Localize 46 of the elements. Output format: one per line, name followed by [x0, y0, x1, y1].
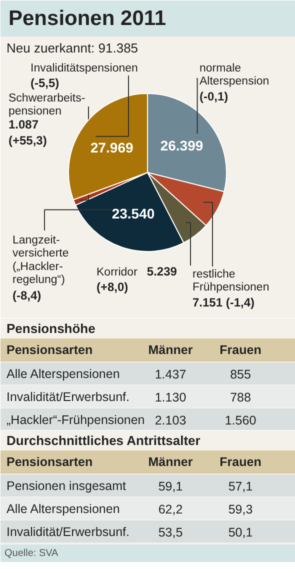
data-label: 23.540 — [112, 206, 155, 222]
text: 59,1 — [158, 480, 183, 494]
text: 788 — [230, 390, 251, 404]
text: (-8,4) — [12, 288, 42, 302]
text: 1.437 — [154, 368, 186, 382]
category-label: Männer — [148, 343, 193, 357]
text: 53,5 — [158, 526, 183, 540]
text: 855 — [230, 368, 251, 382]
text: Pensionsarten — [6, 455, 93, 469]
slice-label: Langzeit- versicherte („Hackler- regelung“) — [12, 234, 69, 286]
source-note: Quelle: SVA — [4, 548, 59, 559]
chart-title: Pensionen 2011 — [8, 7, 166, 30]
text: 7.151 (-1,4) — [192, 296, 255, 310]
category-label: Invalidität/Erwerbsunf. — [6, 390, 130, 404]
text: (+55,3) — [8, 134, 47, 148]
slice-label: restliche Frühpensionen — [192, 268, 270, 294]
category-label: Männer — [148, 455, 193, 469]
text: Pensionshöhe — [6, 321, 96, 336]
text: (+8,0) — [96, 280, 128, 294]
category-label: „Hackler“-Frühpensionen — [6, 413, 145, 427]
category-label: Pensionen insgesamt — [6, 479, 126, 493]
slice-label: Korridor — [96, 266, 138, 278]
chart-subtitle: Neu zuerkannt: 91.385 — [6, 40, 138, 56]
text: Durchschnittliches Antrittsalter — [6, 433, 200, 448]
category-label: Frauen — [220, 455, 262, 469]
data-label: 1.087 — [8, 118, 39, 132]
slice-label: Schwerarbeits- pensionen — [8, 92, 86, 118]
text: 1.560 — [224, 414, 256, 428]
text: Pensionsarten — [6, 343, 93, 357]
text: 62,2 — [158, 502, 183, 516]
slice-label: normale Alterspension — [200, 62, 270, 88]
data-label: 26.399 — [160, 138, 204, 154]
data-label: 5.239 — [146, 264, 178, 278]
text: 59,3 — [228, 502, 253, 516]
text: 1.130 — [154, 390, 186, 404]
text: 2.103 — [154, 414, 186, 428]
data-label: 27.969 — [90, 140, 134, 156]
category-label: Alle Alterspensionen — [6, 502, 120, 516]
category-label: Alle Alterspensionen — [6, 367, 120, 381]
slice-label: Invaliditätspensionen — [30, 62, 138, 74]
text: (-5,5) — [30, 76, 60, 90]
category-label: Frauen — [220, 343, 262, 357]
category-label: Invalidität/Erwerbsunf. — [6, 525, 130, 539]
text: (-0,1) — [200, 90, 228, 104]
text: 57,1 — [228, 480, 253, 494]
text: 50,1 — [228, 526, 253, 540]
